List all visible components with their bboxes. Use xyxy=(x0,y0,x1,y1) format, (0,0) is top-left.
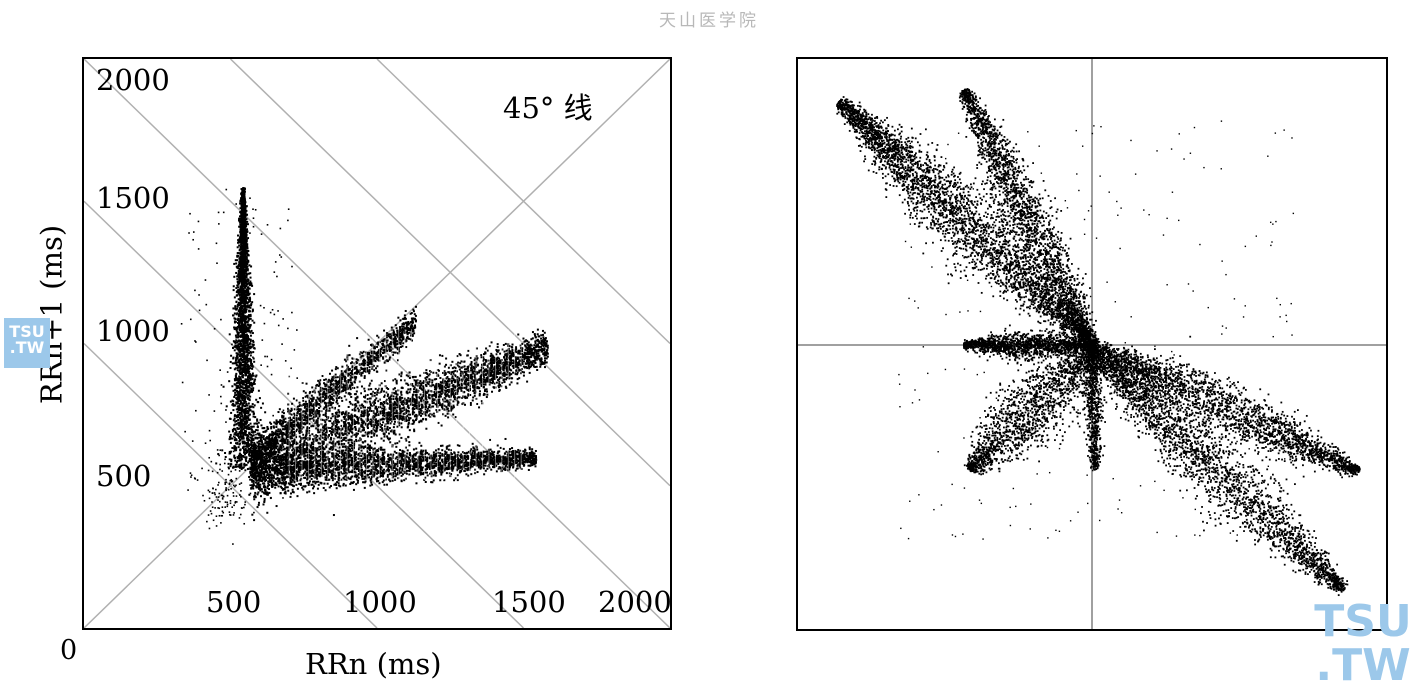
y-axis-title: RRn+1 (ms) xyxy=(35,220,69,410)
reference-line-3000 xyxy=(376,59,670,345)
y-tick-1500: 1500 xyxy=(96,184,170,213)
x-tick-500: 500 xyxy=(206,588,261,617)
watermark-logo: TSU .TW xyxy=(4,318,50,368)
difference-scatter-points xyxy=(836,88,1361,597)
y-tick-1000: 1000 xyxy=(96,317,170,346)
y-tick-2000: 2000 xyxy=(96,66,170,95)
lorenz-plot xyxy=(82,57,672,630)
origin-label: 0 xyxy=(60,635,77,666)
scatter-points xyxy=(180,187,549,545)
x-tick-2000: 2000 xyxy=(598,588,672,617)
header-title: 天山医学院 xyxy=(0,6,1418,31)
identity-line-label: 45° 线 xyxy=(503,85,593,127)
lorenz-plot-canvas xyxy=(84,59,670,628)
x-tick-1500: 1500 xyxy=(492,588,566,617)
stripe-overlay xyxy=(288,329,522,481)
difference-plot xyxy=(796,57,1388,631)
x-axis-title: RRn (ms) xyxy=(305,650,442,679)
x-tick-1000: 1000 xyxy=(343,588,417,617)
reference-line-1000 xyxy=(84,342,378,628)
reference-line-2500 xyxy=(229,59,670,487)
difference-plot-canvas xyxy=(798,59,1386,629)
y-tick-500: 500 xyxy=(96,462,151,491)
watermark-logo-right: TSU .TW xyxy=(1308,600,1418,688)
